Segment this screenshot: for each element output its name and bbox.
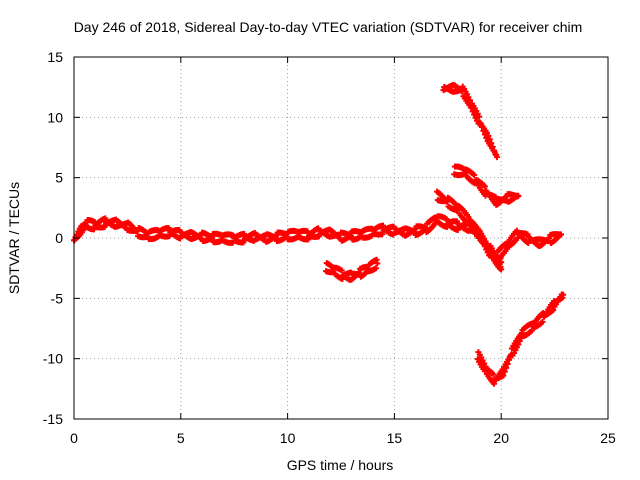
data-point	[476, 113, 483, 120]
series-dip-12h	[323, 256, 381, 284]
y-tick-label: -5	[51, 290, 64, 306]
chart-title: Day 246 of 2018, Sidereal Day-to-day VTE…	[74, 19, 583, 35]
data-point	[488, 140, 495, 147]
data-point	[273, 232, 280, 239]
x-tick-labels: 0 5 10 15 20 25	[70, 430, 616, 446]
data-point	[498, 266, 505, 273]
data-point	[528, 327, 535, 334]
data-point	[515, 192, 522, 199]
data-point	[102, 215, 109, 222]
data-point	[454, 218, 461, 225]
data-point	[466, 97, 473, 104]
data-point	[490, 371, 497, 378]
data-point	[165, 225, 172, 232]
data-point	[241, 230, 248, 237]
data-point	[558, 231, 565, 238]
data-point	[479, 357, 486, 364]
data-point	[486, 245, 493, 252]
data-point	[498, 259, 505, 266]
data-point	[338, 267, 345, 274]
data-point	[513, 344, 520, 351]
series-high-18h	[440, 81, 500, 161]
data-point	[550, 306, 557, 313]
data-point	[501, 368, 508, 375]
data-points	[71, 81, 567, 387]
data-point	[516, 338, 523, 345]
data-point	[471, 172, 478, 179]
x-tick-label: 15	[387, 430, 403, 446]
data-point	[465, 94, 472, 101]
y-tick-label: 5	[55, 170, 63, 186]
data-point	[515, 341, 522, 348]
data-point	[101, 224, 108, 231]
data-point	[240, 239, 247, 246]
x-tick-label: 0	[70, 430, 78, 446]
x-axis-label: GPS time / hours	[287, 457, 394, 473]
data-point	[500, 372, 507, 379]
data-point	[412, 226, 419, 233]
axis-ticks	[73, 56, 609, 420]
data-point	[379, 231, 386, 238]
data-point	[486, 136, 493, 143]
data-point	[560, 291, 567, 298]
x-tick-label: 20	[493, 430, 509, 446]
y-tick-labels: -15 -10 -5 0 5 10 15	[43, 49, 63, 427]
y-tick-label: 10	[47, 109, 63, 125]
data-point	[315, 233, 322, 240]
data-point	[493, 154, 500, 161]
data-point	[503, 364, 510, 371]
series-mid-18h	[451, 163, 522, 208]
x-tick-label: 25	[600, 430, 616, 446]
x-tick-label: 5	[177, 430, 185, 446]
data-point	[443, 215, 450, 222]
series-tail-20h	[493, 227, 565, 263]
data-point	[476, 227, 483, 234]
y-tick-label: 0	[55, 230, 63, 246]
y-tick-label: 15	[47, 49, 63, 65]
series-cross-18h	[434, 188, 505, 267]
data-point	[372, 265, 379, 272]
y-axis-label: SDTVAR / TECUs	[6, 182, 22, 294]
data-point	[539, 318, 546, 325]
data-point	[481, 360, 488, 367]
data-point	[454, 226, 461, 233]
series-low-19h	[474, 291, 567, 387]
data-point	[374, 260, 381, 267]
y-tick-label: -15	[43, 411, 63, 427]
x-tick-label: 10	[280, 430, 296, 446]
y-tick-label: -10	[43, 351, 63, 367]
data-point	[485, 132, 492, 139]
data-point	[481, 183, 488, 190]
